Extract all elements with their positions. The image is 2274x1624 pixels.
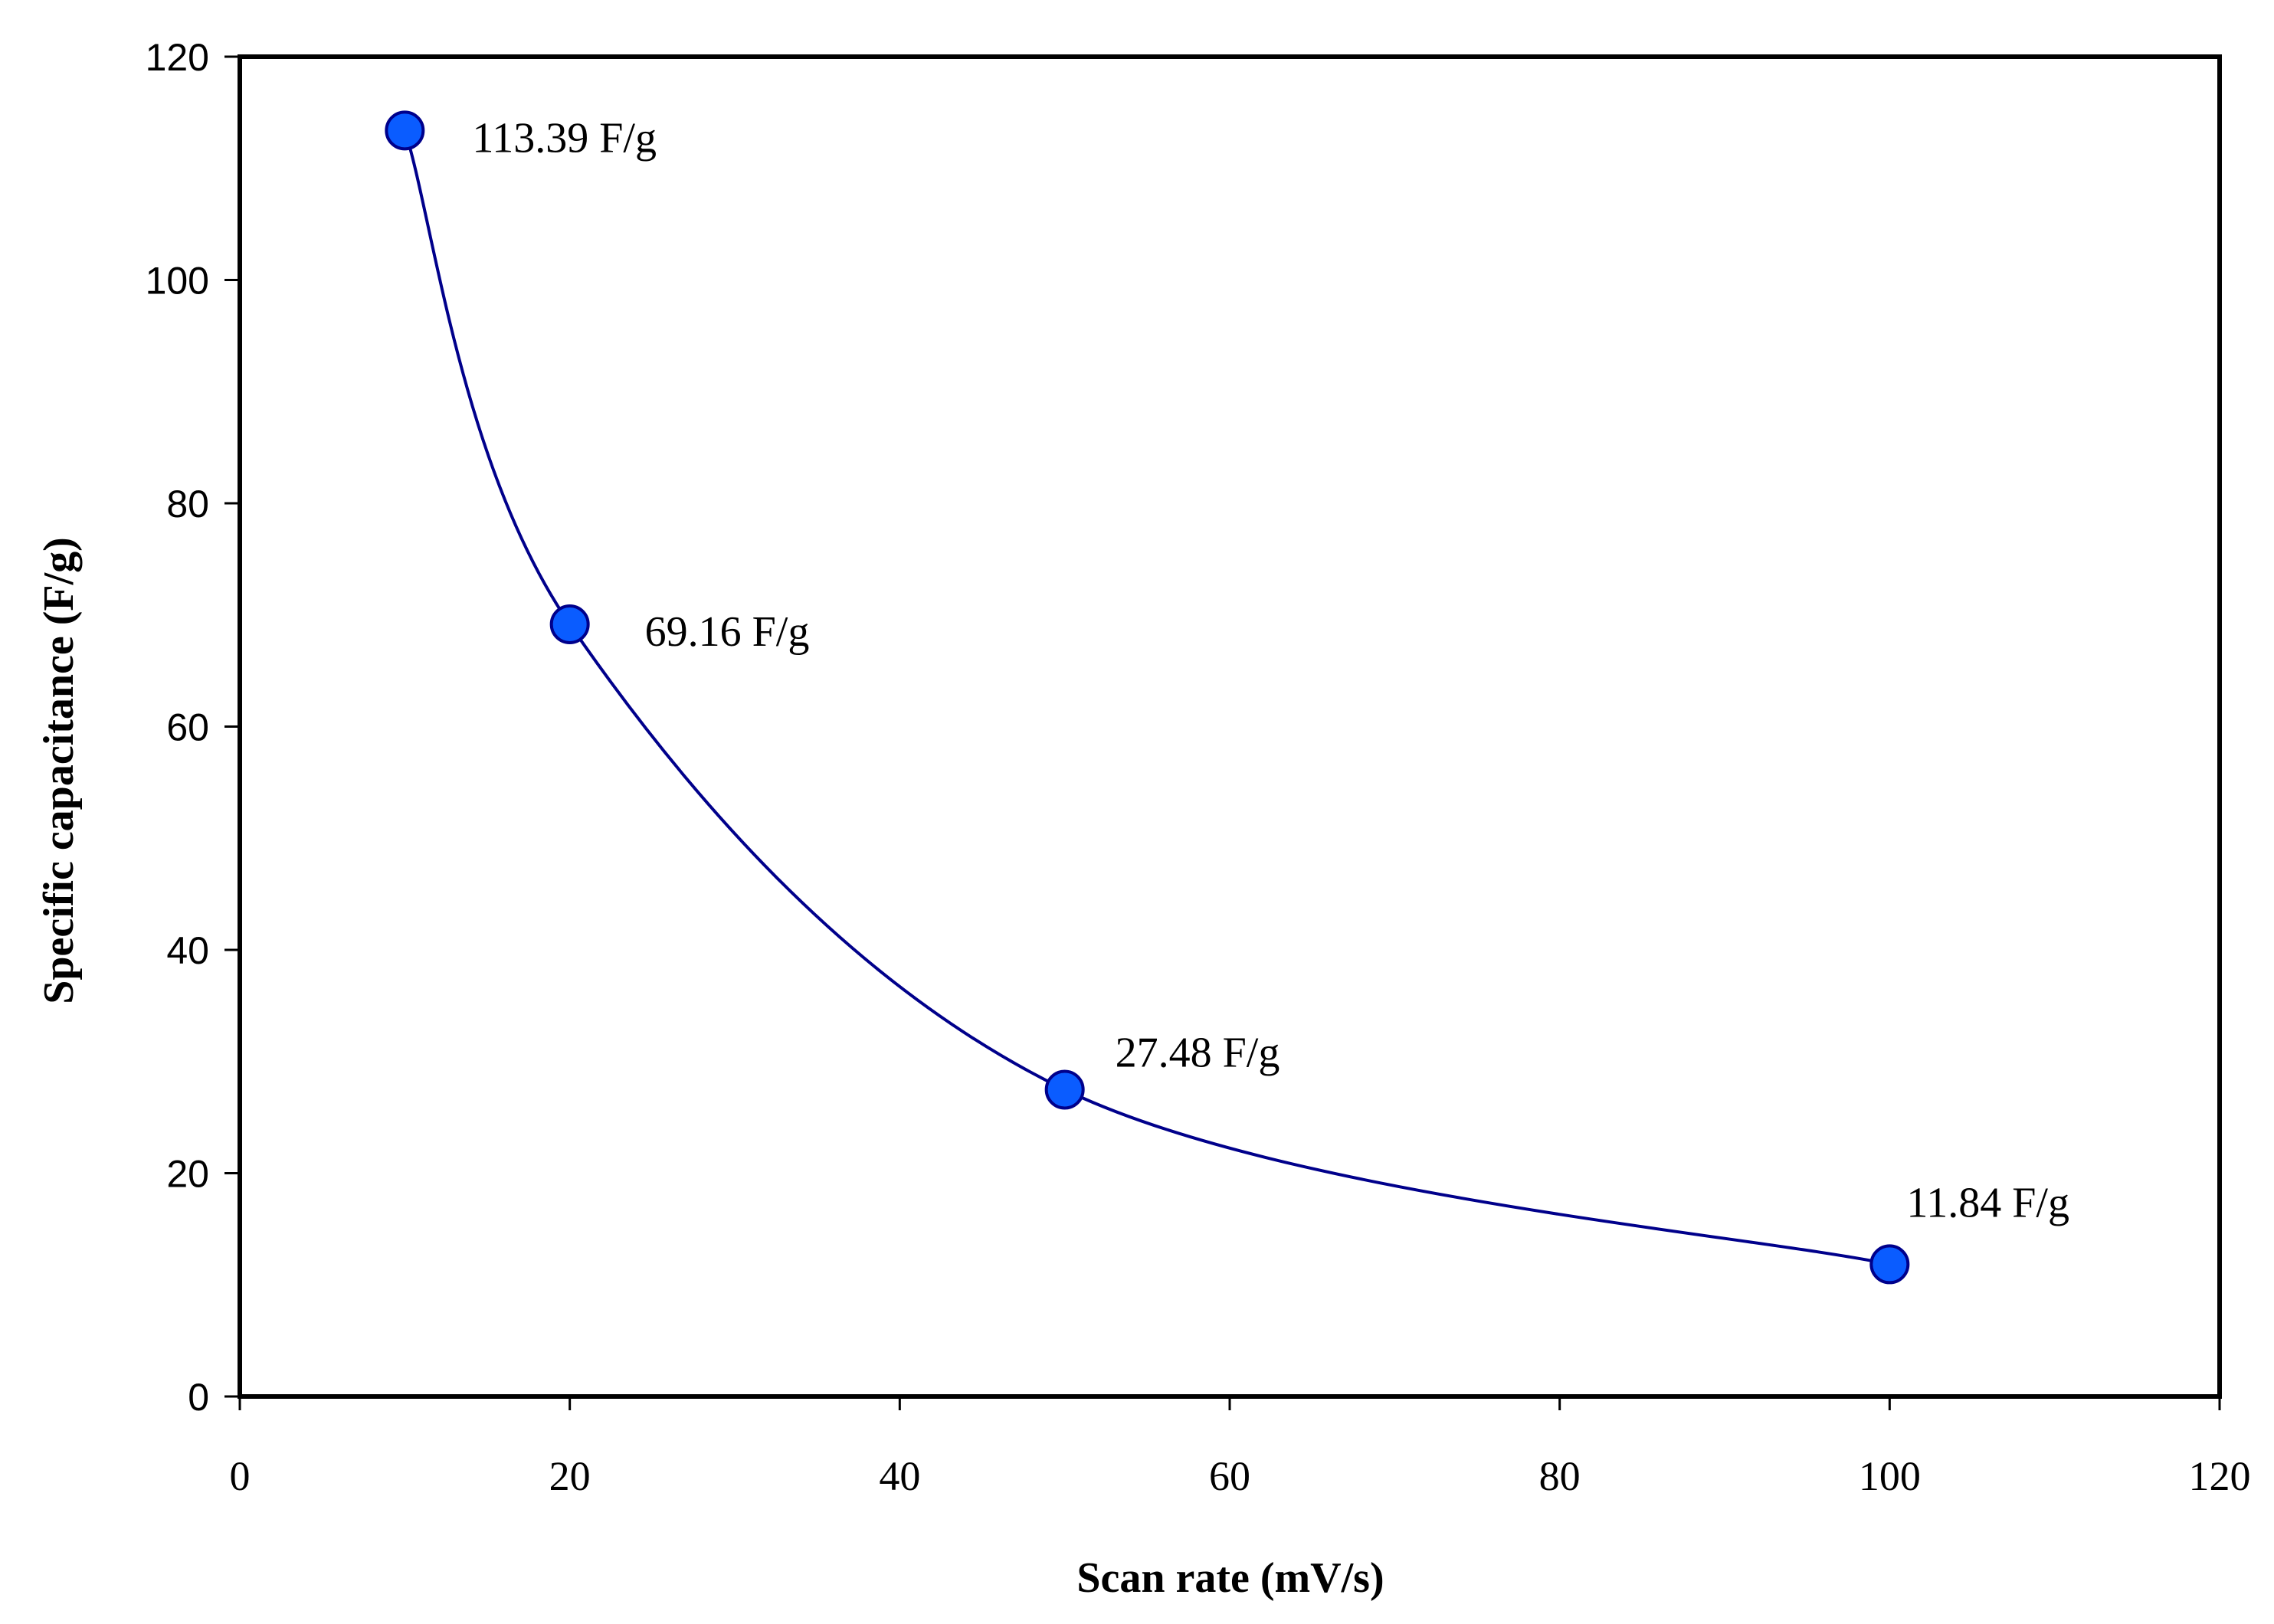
data-label: 69.16 F/g xyxy=(645,608,810,656)
data-label: 11.84 F/g xyxy=(1906,1179,2069,1226)
axes: 0 20 40 60 80 100 120 0 20 40 60 80 100 120 xyxy=(146,36,2251,1499)
series-line xyxy=(403,129,1890,1266)
x-tick-label: 20 xyxy=(549,1453,591,1499)
data-point xyxy=(385,110,425,151)
y-axis-title: Specific capacitance (F/g) xyxy=(35,537,83,1004)
x-tick-label: 100 xyxy=(1859,1453,1921,1499)
series-group xyxy=(385,110,1910,1285)
data-labels-group: 113.39 F/g 69.16 F/g 27.48 F/g 11.84 F/g xyxy=(472,114,2069,1226)
x-tick-label: 40 xyxy=(879,1453,920,1499)
x-tick-label: 80 xyxy=(1539,1453,1581,1499)
data-point xyxy=(549,604,590,644)
y-tick-label: 20 xyxy=(166,1153,209,1196)
x-tick-label: 0 xyxy=(230,1453,251,1499)
data-label: 113.39 F/g xyxy=(472,114,657,162)
y-tick-label: 120 xyxy=(146,36,209,79)
x-axis-title: Scan rate (mV/s) xyxy=(1076,1554,1384,1602)
y-tick-label: 100 xyxy=(146,260,209,303)
x-tick-label: 120 xyxy=(2189,1453,2251,1499)
y-tick-label: 60 xyxy=(166,706,209,749)
data-point xyxy=(1044,1069,1085,1110)
data-label: 27.48 F/g xyxy=(1116,1029,1280,1076)
x-tick-label: 60 xyxy=(1209,1453,1250,1499)
y-tick-label: 0 xyxy=(188,1376,209,1419)
y-tick-label: 40 xyxy=(166,929,209,972)
data-point xyxy=(1869,1244,1910,1285)
y-tick-label: 80 xyxy=(166,483,209,526)
